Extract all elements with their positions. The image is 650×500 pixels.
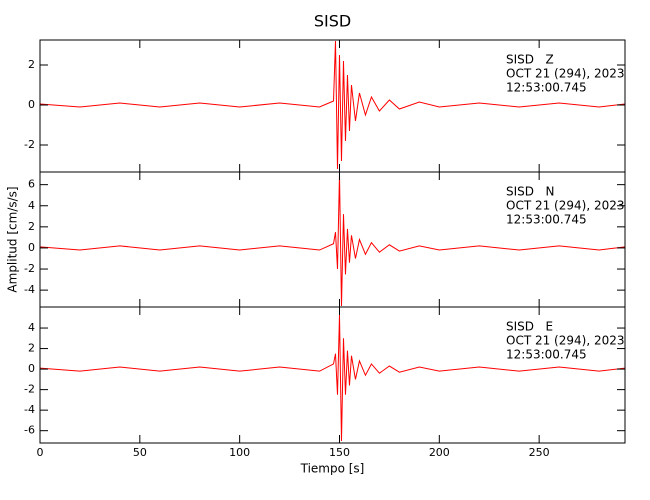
y-tick-label: -4 bbox=[24, 283, 35, 296]
x-tick-label: 200 bbox=[429, 446, 450, 459]
x-tick-label: 100 bbox=[229, 446, 250, 459]
waveform bbox=[40, 40, 625, 170]
y-tick-label: 2 bbox=[28, 58, 35, 71]
x-tick-label: 150 bbox=[329, 446, 350, 459]
annotation: OCT 21 (294), 2023 bbox=[506, 334, 625, 348]
annotation: SISD E bbox=[506, 320, 553, 334]
y-tick-label: 6 bbox=[28, 178, 35, 191]
annotation: 12:53:00.745 bbox=[506, 81, 587, 95]
y-tick-label: 2 bbox=[28, 342, 35, 355]
y-tick-label: -2 bbox=[24, 262, 35, 275]
y-tick-label: 0 bbox=[28, 241, 35, 254]
y-tick-label: -2 bbox=[24, 138, 35, 151]
annotation: OCT 21 (294), 2023 bbox=[506, 67, 625, 81]
annotation: 12:53:00.745 bbox=[506, 213, 587, 227]
panel-frame bbox=[39, 306, 626, 444]
y-tick-label: 0 bbox=[28, 362, 35, 375]
x-tick-label: 50 bbox=[133, 446, 147, 459]
y-tick-label: 4 bbox=[28, 321, 35, 334]
chart-title: SISD bbox=[314, 12, 351, 31]
x-tick-label: 0 bbox=[37, 446, 44, 459]
annotation: 12:53:00.745 bbox=[506, 348, 587, 362]
x-axis-label: Tiempo [s] bbox=[300, 462, 365, 476]
y-tick-label: 2 bbox=[28, 220, 35, 233]
y-tick-label: -6 bbox=[24, 424, 35, 437]
annotation: OCT 21 (294), 2023 bbox=[506, 199, 625, 213]
y-tick-label: -4 bbox=[24, 403, 35, 416]
waveform bbox=[40, 174, 625, 306]
y-tick-label: 0 bbox=[28, 98, 35, 111]
annotation: SISD Z bbox=[506, 53, 554, 67]
x-tick-label: 250 bbox=[529, 446, 550, 459]
annotation: SISD N bbox=[506, 185, 554, 199]
y-tick-label: -2 bbox=[24, 383, 35, 396]
waveform bbox=[40, 314, 625, 441]
y-axis-label: Amplitud [cm/s/s] bbox=[6, 186, 20, 292]
y-tick-label: 4 bbox=[28, 199, 35, 212]
